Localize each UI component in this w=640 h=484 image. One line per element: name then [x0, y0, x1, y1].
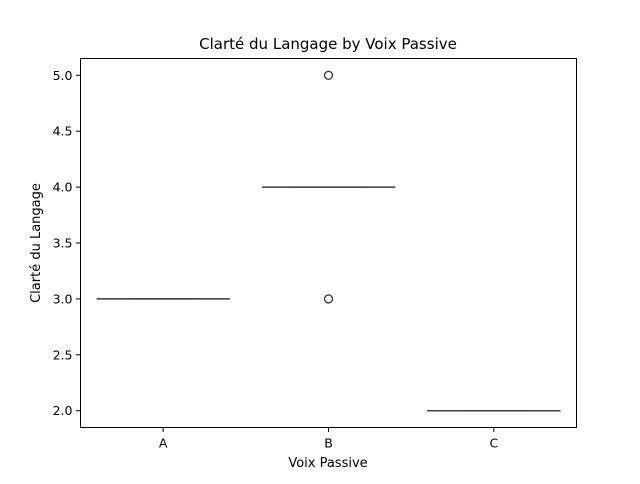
- x-tick-label: B: [324, 436, 333, 451]
- x-axis: A B C: [159, 428, 499, 451]
- y-tick-label: 5.0: [53, 68, 73, 83]
- chart-title: Clarté du Langage by Voix Passive: [199, 35, 457, 53]
- x-axis-label: Voix Passive: [288, 456, 367, 471]
- y-tick-label: 2.0: [53, 403, 73, 418]
- y-axis-label: Clarté du Langage: [29, 183, 44, 303]
- x-tick-label: A: [159, 436, 168, 451]
- box-b: [262, 71, 394, 303]
- y-tick-label: 4.0: [53, 180, 73, 195]
- outlier-point: [325, 71, 333, 79]
- box-series: [97, 71, 560, 410]
- plot-area-frame: [81, 59, 577, 428]
- x-tick-label: C: [489, 436, 498, 451]
- y-tick-label: 3.5: [53, 236, 73, 251]
- y-axis: 2.0 2.5 3.0 3.5 4.0 4.5 5.0: [53, 68, 81, 418]
- y-tick-label: 3.0: [53, 291, 73, 306]
- y-tick-label: 2.5: [53, 347, 73, 362]
- outlier-point: [325, 295, 333, 303]
- y-tick-label: 4.5: [53, 124, 73, 139]
